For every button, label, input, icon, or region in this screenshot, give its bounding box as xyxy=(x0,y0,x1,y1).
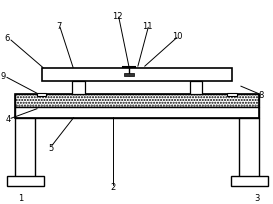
Text: 2: 2 xyxy=(111,182,116,191)
Text: 9: 9 xyxy=(0,72,5,81)
Bar xyxy=(15,95,259,108)
Text: 10: 10 xyxy=(172,32,183,41)
Bar xyxy=(7,176,44,186)
Text: 3: 3 xyxy=(254,193,259,202)
Text: 6: 6 xyxy=(4,34,10,43)
Bar xyxy=(15,118,35,177)
Bar xyxy=(231,176,268,186)
Text: 12: 12 xyxy=(112,12,123,21)
Text: 1: 1 xyxy=(18,193,23,202)
Bar xyxy=(124,74,134,77)
Bar xyxy=(37,93,46,97)
Bar xyxy=(239,118,259,177)
Text: 11: 11 xyxy=(142,22,153,31)
Text: 7: 7 xyxy=(56,22,61,31)
Bar xyxy=(15,95,259,118)
Bar xyxy=(15,108,259,118)
Bar xyxy=(72,82,85,95)
Bar xyxy=(190,82,202,95)
Text: 4: 4 xyxy=(5,115,11,124)
Bar xyxy=(227,93,237,97)
Text: 8: 8 xyxy=(258,90,263,99)
Bar xyxy=(42,68,232,82)
Text: 5: 5 xyxy=(48,143,53,152)
